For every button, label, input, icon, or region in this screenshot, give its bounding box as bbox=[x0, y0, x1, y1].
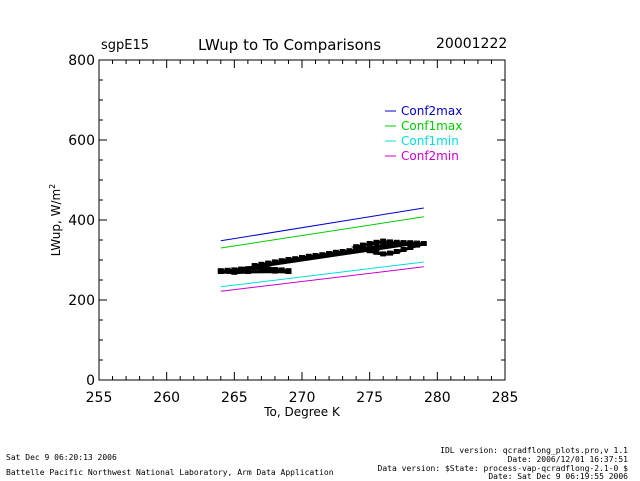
footer-idl-version: IDL version: qcradflong_plots.pro,v 1.1 bbox=[440, 446, 628, 455]
x-axis: 255 260 265 270 275 280 285 bbox=[86, 60, 519, 406]
series-line-conf2max bbox=[220, 207, 424, 242]
series-lines bbox=[220, 207, 424, 292]
y-tick-label: 400 bbox=[68, 213, 95, 229]
date-label: 20001222 bbox=[436, 36, 508, 52]
y-tick-label: 200 bbox=[68, 293, 95, 309]
y-tick-label: 0 bbox=[86, 373, 95, 389]
x-tick-label: 260 bbox=[153, 390, 180, 406]
y-axis-label-sup: 2 bbox=[48, 184, 57, 189]
y-axis: 0 200 400 600 800 bbox=[68, 53, 505, 389]
footer-run-date: Sat Dec 9 06:20:13 2006 bbox=[6, 453, 117, 462]
x-axis-label: To, Degree K bbox=[263, 405, 341, 419]
x-tick-label: 285 bbox=[492, 390, 519, 406]
y-tick-label: 600 bbox=[68, 133, 95, 149]
x-tick-label: 275 bbox=[356, 390, 383, 406]
footer-organization: Battelle Pacific Northwest National Labo… bbox=[6, 468, 334, 477]
series-line-conf1max bbox=[220, 216, 424, 249]
observed-points bbox=[217, 238, 427, 275]
legend-label-conf2min: Conf2min bbox=[401, 149, 459, 163]
x-tick-label: 255 bbox=[86, 390, 113, 406]
site-label: sgpE15 bbox=[101, 38, 150, 53]
y-tick-label: 800 bbox=[68, 53, 95, 69]
observed-trace bbox=[220, 240, 425, 275]
series-line-conf1min bbox=[220, 261, 424, 288]
footer-data-version: Data version: $State: process-vap-qcradf… bbox=[377, 464, 628, 473]
series-line-conf2min bbox=[220, 266, 424, 292]
x-tick-label: 270 bbox=[289, 390, 316, 406]
y-axis-label: LWup, W/m2 bbox=[48, 184, 63, 257]
chart-title: LWup to To Comparisons bbox=[198, 36, 382, 54]
legend-label-conf1min: Conf1min bbox=[401, 134, 459, 148]
x-tick-label: 265 bbox=[221, 390, 248, 406]
legend-label-conf2max: Conf2max bbox=[401, 104, 462, 118]
y-axis-label-group: LWup, W/m2 bbox=[48, 184, 63, 257]
legend-label-conf1max: Conf1max bbox=[401, 119, 462, 133]
footer-idl-date: Date: 2006/12/01 16:37:51 bbox=[507, 455, 628, 464]
y-axis-label-main: LWup, W/m bbox=[49, 189, 63, 256]
x-tick-label: 280 bbox=[424, 390, 451, 406]
footer-data-date: Date: Sat Dec 9 06:19:55 2006 bbox=[488, 472, 628, 481]
